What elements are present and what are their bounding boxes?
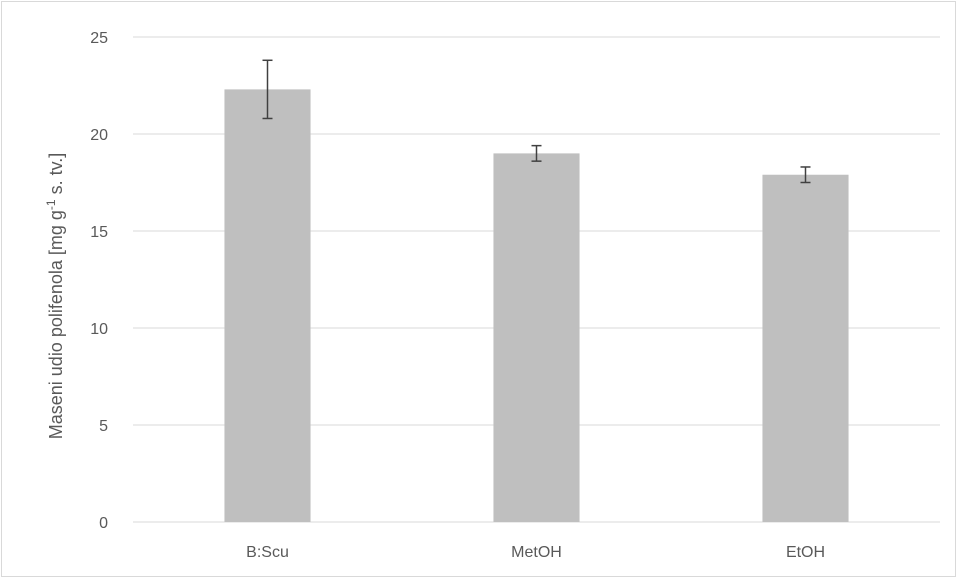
error-bars [262,59,811,184]
x-tick-label: B:Scu [246,544,289,561]
bar-b-scu [224,89,311,522]
error-bar [262,59,273,120]
y-tick-label: 10 [90,321,108,338]
y-axis-label-superscript: -1 [44,199,58,210]
y-tick-label: 20 [90,127,108,144]
error-bar [800,166,811,184]
x-tick-label: EtOH [786,544,825,561]
y-tick-label: 5 [99,418,108,435]
y-tick-label: 0 [99,515,108,532]
y-axis-label-suffix: s. tv.] [46,153,66,200]
bars [224,89,849,523]
y-tick-label: 25 [90,30,108,47]
x-tick-labels: B:Scu MetOH EtOH [246,544,825,561]
bar-metoh [493,153,580,522]
error-bar [531,144,542,162]
y-tick-labels: 0 5 10 15 20 25 [90,30,108,532]
x-tick-label: MetOH [511,544,562,561]
y-axis-label-main: Maseni udio polifenola [mg g [46,210,66,439]
bar-etoh [762,174,849,523]
y-axis-label: Maseni udio polifenola [mg g-1 s. tv.] [44,153,66,439]
y-tick-label: 15 [90,224,108,241]
